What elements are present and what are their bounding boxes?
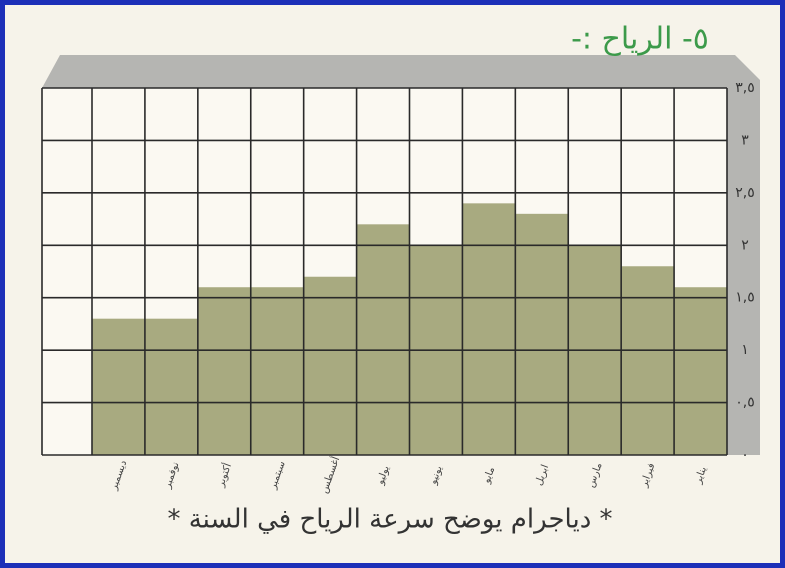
bar [92,319,145,455]
caption: * دياجرام يوضح سرعة الرياح في السنة * [167,505,612,535]
bar [145,319,198,455]
bar [462,203,515,455]
bar [621,266,674,455]
bar [251,287,304,455]
y-tick-label: ٣ [741,132,749,148]
y-tick-label: ٠ [741,447,749,463]
y-tick-label: ٠,٥ [735,395,755,411]
page: {"chart_data": {"type": "bar", "title": … [0,0,785,568]
y-tick-label: ٢,٥ [735,185,755,201]
y-tick-label: ٢ [741,237,749,253]
bar [304,277,357,455]
bar [357,224,410,455]
y-tick-label: ٣,٥ [735,80,755,96]
bar [515,214,568,455]
y-tick-label: ١,٥ [735,290,755,306]
chart: ٥- الرياح :- * دياجرام يوضح سرعة الرياح … [0,0,785,568]
y-tick-label: ١ [741,342,749,358]
bar [198,287,251,455]
chart-title: ٥- الرياح :- [571,22,709,57]
bar [674,287,727,455]
